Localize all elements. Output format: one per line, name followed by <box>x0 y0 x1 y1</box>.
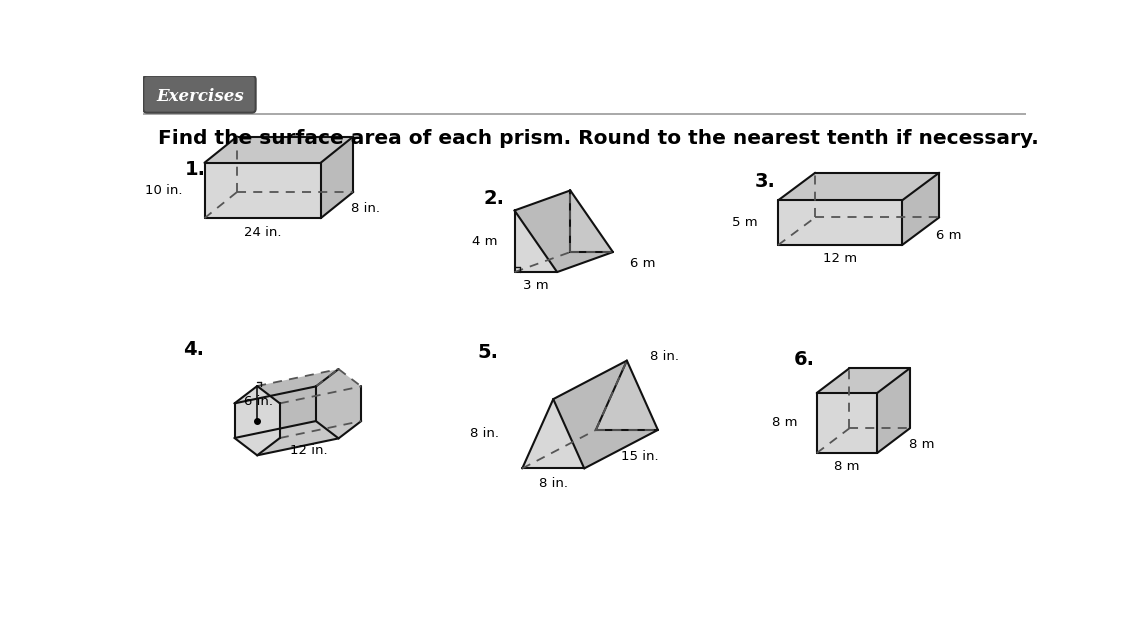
Polygon shape <box>204 136 353 163</box>
Polygon shape <box>235 421 339 456</box>
Text: 8 in.: 8 in. <box>470 427 499 440</box>
Polygon shape <box>514 211 557 272</box>
Text: 8 m: 8 m <box>909 438 935 451</box>
Polygon shape <box>877 369 910 453</box>
Polygon shape <box>777 173 939 201</box>
Text: 1.: 1. <box>185 160 206 179</box>
Text: 24 in.: 24 in. <box>244 225 282 239</box>
Text: 4 m: 4 m <box>472 235 497 248</box>
Text: 6.: 6. <box>793 350 814 369</box>
Text: 2.: 2. <box>483 189 505 208</box>
Text: 5 m: 5 m <box>732 216 758 229</box>
Text: 3 m: 3 m <box>522 280 548 292</box>
Polygon shape <box>514 252 613 272</box>
Text: 5.: 5. <box>478 343 498 362</box>
Polygon shape <box>258 421 361 456</box>
Polygon shape <box>570 191 613 252</box>
Polygon shape <box>235 369 339 403</box>
Text: 15 in.: 15 in. <box>621 451 659 463</box>
Polygon shape <box>514 191 613 272</box>
Text: 8 m: 8 m <box>834 461 860 473</box>
Polygon shape <box>777 201 902 245</box>
Polygon shape <box>320 136 353 192</box>
Text: 8 m: 8 m <box>772 416 797 430</box>
Text: 8 in.: 8 in. <box>650 350 679 363</box>
Polygon shape <box>204 163 320 218</box>
Text: 8 in.: 8 in. <box>539 477 568 490</box>
Text: 6 m: 6 m <box>936 230 962 242</box>
Polygon shape <box>320 136 353 218</box>
Text: 12 m: 12 m <box>823 252 857 266</box>
Polygon shape <box>235 386 279 456</box>
Text: 12 in.: 12 in. <box>291 444 328 457</box>
Polygon shape <box>522 399 584 468</box>
Text: 3.: 3. <box>755 172 775 191</box>
Polygon shape <box>816 369 910 393</box>
Polygon shape <box>316 369 361 439</box>
Polygon shape <box>902 173 939 245</box>
Text: 6 m: 6 m <box>630 257 656 270</box>
Text: 8 in.: 8 in. <box>351 202 380 215</box>
Text: 6 in.: 6 in. <box>244 395 274 408</box>
Text: 4.: 4. <box>182 339 204 358</box>
Text: Find the surface area of each prism. Round to the nearest tenth if necessary.: Find the surface area of each prism. Rou… <box>158 129 1039 148</box>
Polygon shape <box>553 361 658 468</box>
Polygon shape <box>596 361 658 430</box>
FancyBboxPatch shape <box>144 76 255 113</box>
Text: 10 in.: 10 in. <box>145 184 182 197</box>
Text: Exercises: Exercises <box>156 88 244 105</box>
Polygon shape <box>235 386 316 438</box>
Polygon shape <box>522 430 658 468</box>
Polygon shape <box>816 393 877 453</box>
